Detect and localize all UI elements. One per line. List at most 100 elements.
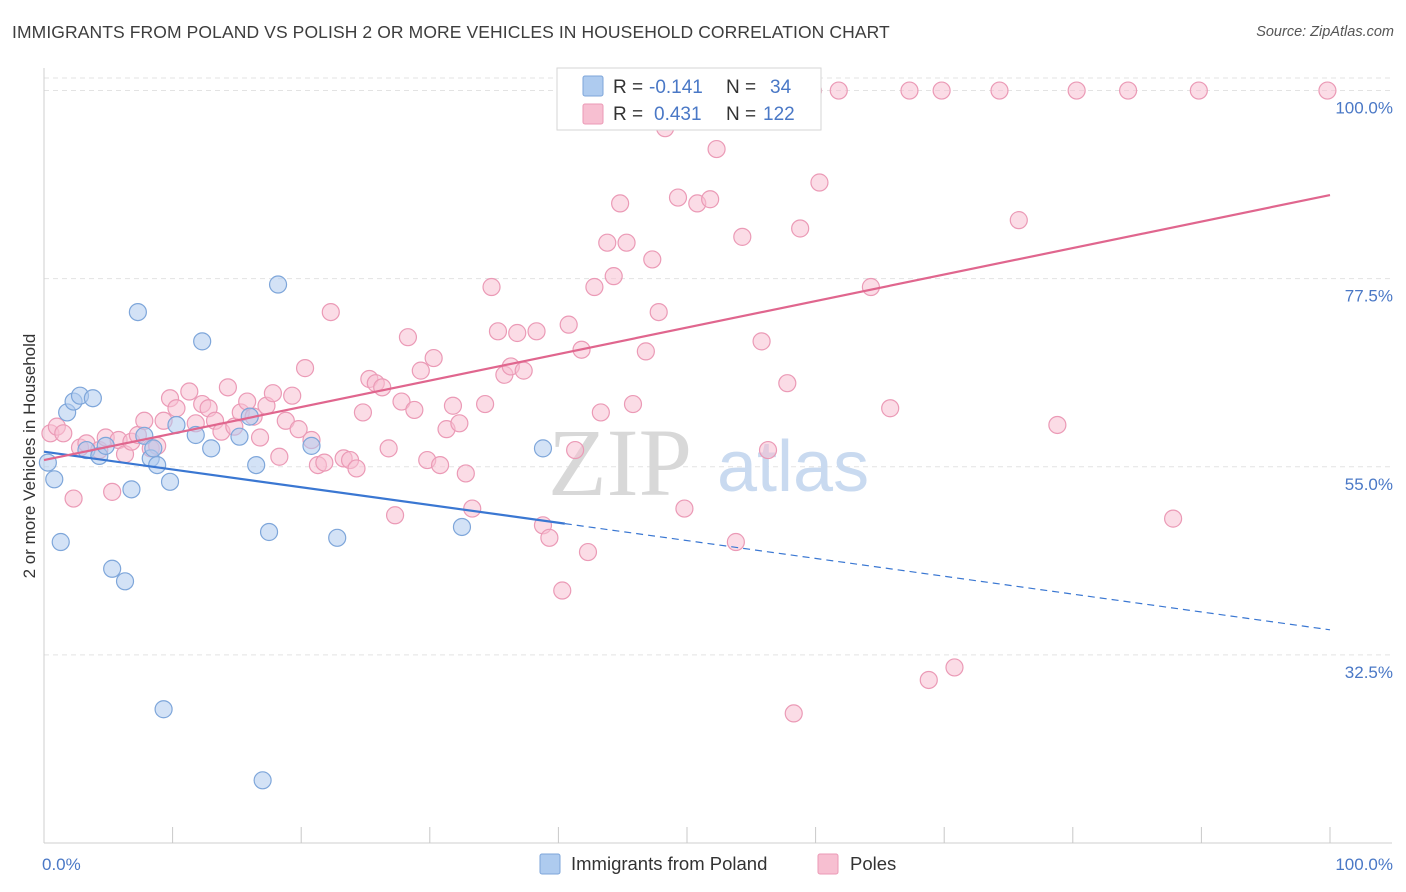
poles-point [585,277,604,297]
y-tick-label: 55.0% [1345,475,1393,494]
immigrant-point [115,572,135,591]
poles-point [990,81,1009,100]
stats-legend: R = -0.141 N = 34 R = 0.431 N = 122 [556,67,822,131]
poles-point [636,342,655,361]
poles-point [861,277,880,297]
poles-point [270,447,289,466]
poles-point [784,704,803,723]
poles-point [353,403,373,422]
poles-point [315,453,334,472]
poles-point [463,499,482,518]
source-credit: Source: ZipAtlas.com [1256,24,1394,40]
legend-r-label-blue: R = [613,77,643,98]
poles-point [289,420,308,439]
legend-n-label-pink: N = [726,104,756,125]
poles-point [733,227,752,246]
watermark-zip: ZIP [548,409,692,516]
poles-point [829,81,848,100]
legend-n-value-blue: 34 [770,77,792,98]
watermark-atlas: atlas [717,427,869,507]
poles-point [405,400,424,420]
immigrant-point [128,302,147,322]
y-axis-label-group: 2 or more Vehicles in Household [20,334,39,579]
series-legend: Immigrants from Poland Poles [539,853,896,875]
immigrant-point [452,517,472,537]
bottom-legend-label-blue: Immigrants from Poland [571,853,767,874]
poles-point [578,542,598,562]
poles-point [668,188,688,207]
immigrant-point [268,275,288,294]
poles-point [385,506,405,525]
immigrant-trend-line [43,450,565,525]
poles-point [649,302,668,322]
immigrant-point [38,453,57,472]
poles-point [392,392,411,411]
poles-point [373,378,392,397]
poles-points [41,81,1337,723]
poles-point [566,440,585,460]
immigrant-trend-extension [564,523,1331,631]
immigrant-point [45,470,64,489]
poles-point [527,322,546,341]
poles-point [450,414,469,433]
poles-point [1067,81,1086,100]
poles-point [180,382,199,401]
poles-point [379,439,398,458]
poles-point [347,459,366,478]
immigrants-from-poland-points [38,275,553,790]
poles-point [475,394,495,414]
immigrant-point [253,771,272,790]
poles-point [591,403,610,422]
poles-point [726,532,745,552]
y-tick-label: 77.5% [1345,287,1393,306]
x-tick-label: 0.0% [42,855,81,874]
poles-point [604,267,623,286]
immigrant-point [144,439,163,458]
immigrant-point [103,559,122,578]
bottom-legend-label-pink: Poles [850,853,896,874]
poles-point [701,190,720,209]
poles-point [218,378,237,397]
poles-point [540,528,559,547]
poles-point [559,315,578,334]
immigrant-point [230,427,249,446]
y-axis-label: 2 or more Vehicles in Household [20,334,39,579]
poles-point [295,359,315,378]
poles-point [167,399,186,418]
poles-point [1118,81,1138,100]
axes: 0.0% 100.0% [42,68,1393,874]
immigrant-point [148,455,167,475]
poles-point [64,489,83,508]
immigrant-point [202,439,221,458]
x-tick-label: 100.0% [1335,855,1393,874]
chart-title: IMMIGRANTS FROM POLAND VS POLISH 2 OR MO… [12,22,890,42]
poles-point [1048,415,1067,435]
immigrant-point [193,332,212,351]
legend-n-label-blue: N = [726,77,756,98]
poles-point [778,374,797,393]
poles-point [54,424,73,443]
poles-point [398,328,418,347]
bottom-legend-swatch-blue [539,853,561,875]
poles-point [617,233,636,252]
poles-point [758,440,778,460]
watermark: ZIP atlas [548,409,869,516]
poles-point [1009,211,1028,230]
immigrant-point [160,472,180,491]
poles-point [791,219,810,238]
legend-swatch-pink [582,103,604,125]
poles-point [919,670,938,690]
legend-r-value-pink: 0.431 [654,104,702,125]
trend-lines [43,193,1331,631]
poles-point [623,394,643,414]
poles-point [456,464,475,483]
immigrant-point [533,439,553,458]
poles-point [810,173,829,192]
legend-r-label-pink: R = [613,104,643,125]
poles-point [1164,509,1183,528]
poles-point [482,277,501,297]
poles-point [900,81,919,100]
poles-point [1318,81,1337,100]
poles-point [488,322,508,341]
